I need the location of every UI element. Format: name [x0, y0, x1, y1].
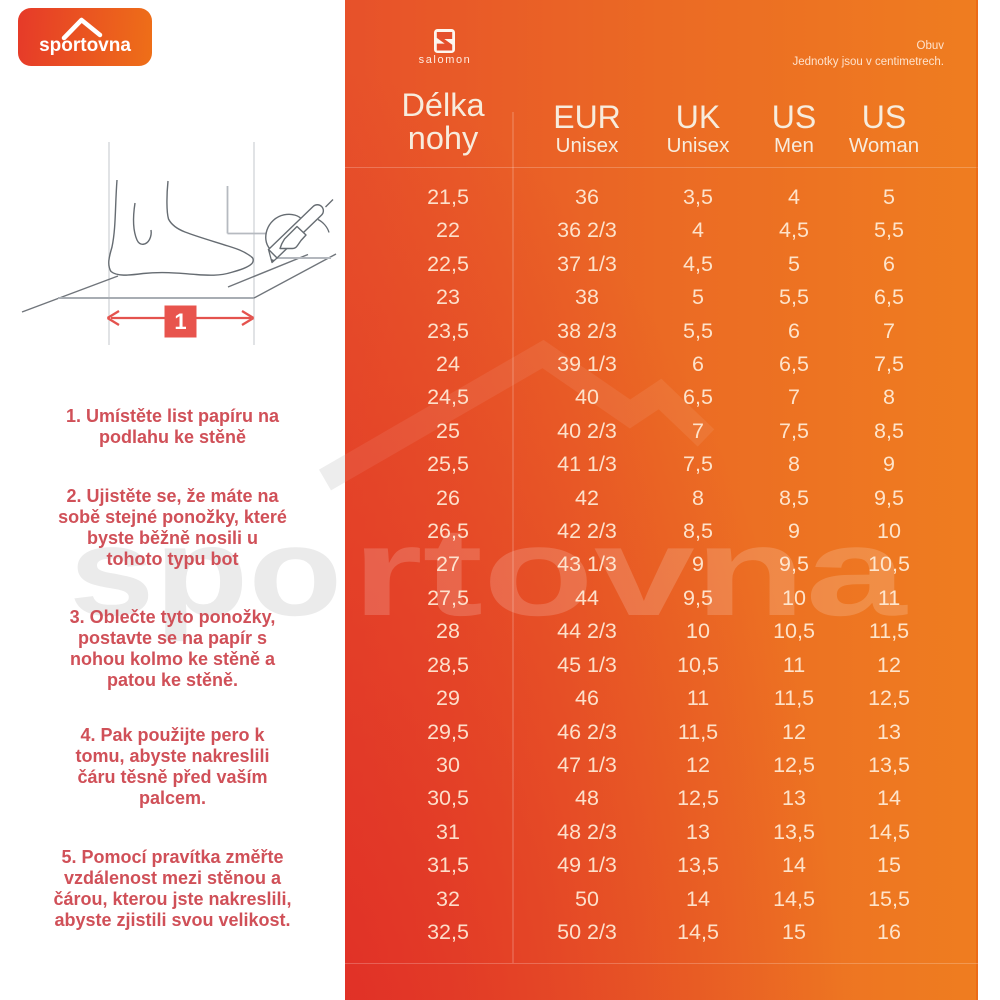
- svg-text:1: 1: [174, 309, 186, 334]
